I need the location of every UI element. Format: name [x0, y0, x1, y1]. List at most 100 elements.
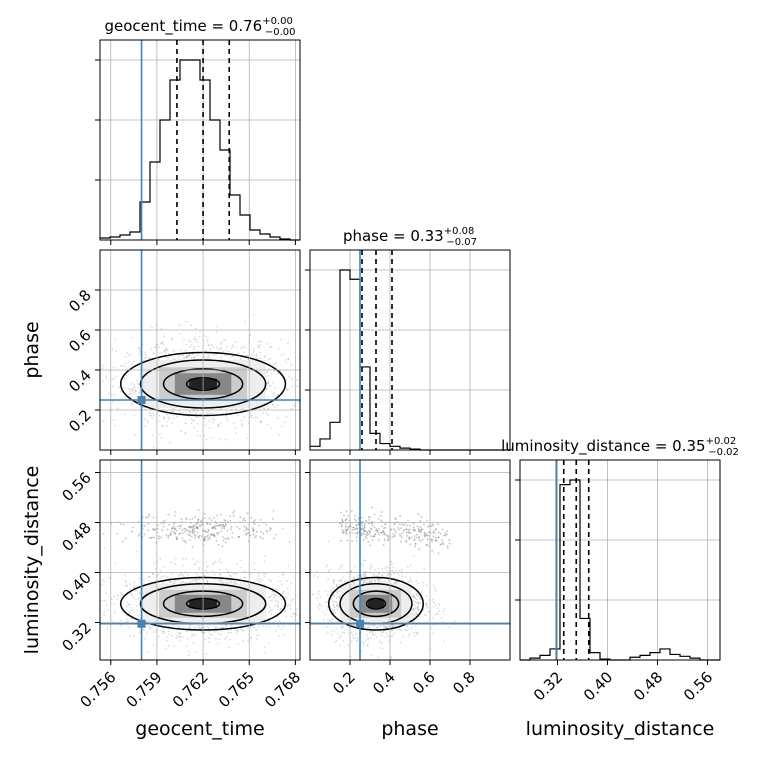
sample-point [290, 385, 293, 388]
sample-point [435, 590, 437, 592]
sample-point [324, 590, 327, 593]
sample-point [327, 570, 330, 572]
sample-point [416, 606, 419, 608]
sample-point [193, 563, 196, 565]
sample-point [188, 531, 191, 534]
sample-point [235, 563, 238, 566]
sample-point [185, 411, 188, 414]
sample-point [351, 528, 354, 531]
sample-point [252, 350, 255, 353]
sample-point [283, 420, 286, 423]
sample-point [400, 540, 403, 543]
sample-point [187, 529, 189, 532]
title-sup: +0.00 [262, 16, 293, 27]
sample-point [382, 631, 385, 633]
sample-point [412, 608, 415, 611]
sample-point [353, 576, 355, 579]
sample-point [415, 598, 418, 601]
sample-point [333, 578, 336, 581]
sample-point [197, 581, 200, 584]
sample-point [391, 626, 394, 628]
sample-point [186, 355, 189, 358]
sample-point [153, 414, 156, 417]
sample-point [360, 650, 363, 652]
sample-point [184, 527, 187, 530]
sample-point [204, 424, 207, 427]
x-tick-label-geocent_time: 0.756 [76, 668, 119, 711]
sample-point [342, 531, 345, 534]
sample-point [272, 404, 274, 406]
sample-point [363, 523, 366, 526]
sample-point [224, 638, 226, 640]
sample-point [95, 625, 97, 627]
sample-point [163, 415, 165, 418]
sample-point [130, 402, 133, 405]
y-tick-label-phase: 0.2 [65, 406, 95, 436]
marks-layer [100, 40, 720, 661]
sample-point [165, 356, 168, 359]
sample-point [383, 538, 386, 541]
sample-point [196, 579, 198, 581]
sample-point [356, 527, 358, 530]
sample-point [254, 562, 256, 565]
sample-point [409, 577, 412, 580]
sample-point [272, 518, 274, 520]
sample-point [101, 579, 104, 582]
sample-point [241, 408, 244, 410]
sample-point [125, 367, 128, 369]
sample-point [332, 611, 334, 614]
sample-point [332, 587, 335, 589]
sample-point [283, 634, 286, 637]
sample-point [213, 525, 215, 528]
sample-point [322, 618, 325, 621]
sample-point [364, 535, 367, 538]
sample-point [332, 582, 335, 584]
sample-point [347, 644, 350, 647]
sample-point [252, 313, 255, 316]
sample-point [408, 627, 411, 630]
sample-point [260, 579, 263, 582]
sample-point [380, 525, 383, 527]
sample-point [412, 539, 415, 542]
sample-point [337, 603, 340, 606]
sample-point [235, 347, 238, 349]
sample-point [368, 516, 371, 519]
sample-point [365, 534, 368, 536]
sample-point [188, 355, 191, 358]
sample-point [167, 523, 170, 526]
sample-point [124, 396, 127, 399]
sample-point [154, 528, 157, 531]
sample-point [339, 579, 342, 582]
sample-point [129, 595, 132, 597]
sample-point [172, 522, 175, 525]
sample-point [188, 415, 190, 418]
sample-point [203, 574, 206, 577]
sample-point [221, 582, 224, 584]
sample-point [415, 536, 418, 539]
sample-point [144, 638, 147, 640]
sample-point [193, 346, 196, 349]
sample-point [233, 572, 235, 575]
sample-point [403, 524, 405, 527]
sample-point [232, 512, 235, 514]
sample-point [267, 414, 270, 417]
sample-point [305, 607, 307, 609]
sample-point [222, 539, 225, 542]
sample-point [199, 525, 202, 528]
sample-point [269, 596, 271, 599]
sample-point [222, 525, 225, 528]
panel-frame [309, 249, 511, 451]
sample-point [420, 531, 423, 534]
sample-point [217, 579, 220, 582]
sample-point [333, 629, 336, 632]
sample-point [113, 378, 115, 381]
sample-point [405, 541, 408, 543]
sample-point [266, 423, 269, 426]
sample-point [130, 393, 133, 396]
sample-point [203, 539, 206, 542]
sample-point [174, 510, 177, 513]
sample-point [195, 535, 197, 537]
sample-point [446, 547, 449, 550]
sample-point [336, 620, 339, 623]
sample-point [144, 425, 146, 427]
